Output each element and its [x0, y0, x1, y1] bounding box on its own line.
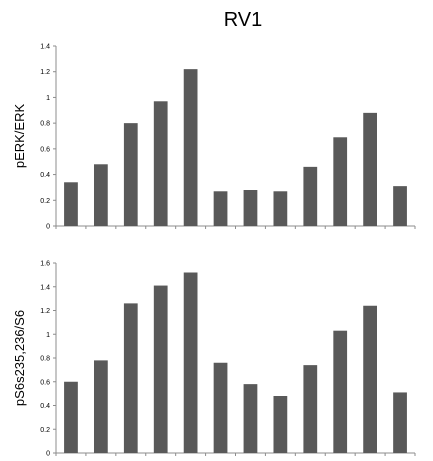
y-tick-label: 1.2	[40, 308, 50, 315]
y-tick-label: 0.2	[40, 427, 50, 434]
bar	[93, 164, 108, 226]
bar	[273, 191, 288, 226]
y-tick-label: 1.2	[40, 69, 50, 76]
bar	[243, 384, 258, 454]
y-axis-label-ps6: pS6s235,236/S6	[12, 310, 27, 406]
y-tick-label: 0.4	[40, 403, 50, 410]
y-tick-label: 0.8	[40, 121, 50, 128]
y-tick-label: 0.6	[40, 146, 50, 153]
perk-bar-chart: 0 0.2 0.4 0.6 0.8 1 1.2 1.4	[40, 44, 416, 231]
y-axis-label-perk: pERK/ERK	[12, 104, 27, 169]
y-tick-label: 0.2	[40, 198, 50, 205]
bar	[183, 272, 198, 453]
bar	[303, 365, 318, 454]
bar	[93, 360, 108, 454]
bar	[183, 69, 198, 226]
y-tick-label: 0.4	[40, 172, 50, 179]
bar	[333, 137, 348, 226]
bar	[363, 112, 377, 226]
y-tick-label: 1.4	[40, 284, 50, 291]
bar	[273, 396, 288, 453]
bar	[393, 392, 407, 453]
bar	[393, 186, 407, 226]
bar	[123, 303, 138, 454]
chart-title: RV1	[224, 9, 263, 31]
y-tick-label: 0	[46, 224, 50, 231]
bar	[153, 285, 168, 453]
y-tick-label: 0	[46, 451, 50, 458]
bar	[303, 166, 318, 226]
ps6-bar-chart: 0 0.2 0.4 0.6 0.8 1 1.2 1.4 1.6	[40, 261, 416, 458]
y-tick-label: 1.6	[40, 261, 50, 268]
y-tick-label: 1	[46, 95, 50, 102]
bar	[213, 191, 228, 226]
bar	[64, 381, 78, 453]
bar	[243, 190, 258, 226]
bar	[64, 182, 78, 226]
bar	[213, 362, 228, 453]
y-tick-label: 0.8	[40, 356, 50, 363]
y-tick-label: 1	[46, 332, 50, 339]
y-tick-label: 1.4	[40, 44, 50, 51]
bar	[333, 330, 348, 453]
bar	[123, 123, 138, 226]
y-tick-label: 0.6	[40, 379, 50, 386]
bar	[153, 101, 168, 226]
bar	[363, 305, 377, 453]
